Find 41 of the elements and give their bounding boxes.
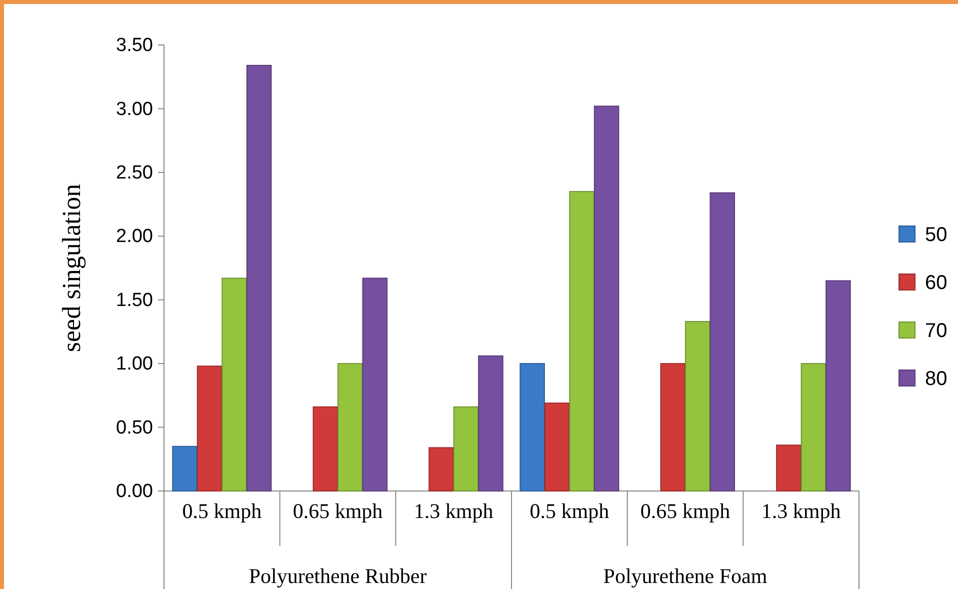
bar [544,402,570,492]
bar [684,321,710,492]
bar [594,106,620,492]
legend-label: 70 [925,320,948,342]
legend-label: 50 [925,224,948,246]
y-tick-label: 2.50 [116,162,153,184]
y-tick-label: 3.00 [116,98,153,120]
x-tick-label: 1.3 kmph [761,499,842,523]
bar [776,444,802,492]
bar [428,447,454,492]
y-tick-label: 2.00 [116,226,153,248]
bar [478,355,504,492]
y-tick-label: 1.00 [116,354,153,375]
bar [453,406,479,492]
bar [196,366,222,492]
x-tick-label: 0.5 kmph [530,499,610,523]
legend-label: 60 [925,272,948,294]
legend-label: 80 [925,368,948,390]
y-tick-label: 0.00 [116,481,153,502]
bar [710,192,736,492]
text: Polyurethene Foam [603,564,768,588]
bar [172,446,198,492]
y-axis-title: seed singulation [57,184,86,352]
bar [337,363,363,492]
x-tick-label: 0.65 kmph [292,499,384,523]
bar [660,363,686,492]
bar [222,278,247,492]
bar [520,363,545,492]
bar [826,280,851,492]
y-tick-label: 0.50 [116,417,153,438]
bar [569,191,594,492]
bar [362,278,388,492]
bar [246,64,272,492]
y-tick-label: 3.50 [116,35,153,56]
text: Polyurethene Rubber [248,564,427,588]
bar [800,363,826,492]
y-tick-label: 1.50 [116,290,153,311]
x-tick-label: 0.5 kmph [182,499,262,523]
x-tick-label: 1.3 kmph [414,499,494,523]
bar [312,406,338,492]
x-tick-label: 0.65 kmph [640,499,731,523]
